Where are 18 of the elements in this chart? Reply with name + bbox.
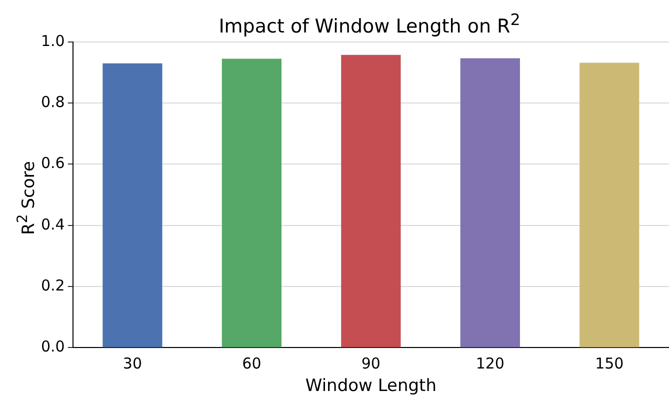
bar xyxy=(341,54,401,348)
bar xyxy=(102,63,162,348)
y-tick-label: 0.0 xyxy=(40,337,65,356)
y-tick-label: 0.4 xyxy=(40,215,65,234)
y-tick-label: 0.6 xyxy=(40,154,65,172)
y-tick-label: 0.8 xyxy=(40,93,65,112)
bar xyxy=(222,58,282,348)
x-tick-label: 30 xyxy=(122,354,142,372)
x-axis-title: Window Length xyxy=(305,376,436,396)
chart-title: Impact of Window Length on R$^{2}$ xyxy=(218,10,522,38)
bar xyxy=(580,62,640,348)
y-tick-label: 0.2 xyxy=(40,276,65,294)
x-tick-label: 60 xyxy=(242,354,262,372)
bar xyxy=(460,58,520,348)
x-tick-label: 120 xyxy=(476,354,504,372)
x-tick-label: 90 xyxy=(361,354,380,372)
x-tick-label: 150 xyxy=(595,354,624,372)
y-tick-label: 1.0 xyxy=(40,32,65,50)
